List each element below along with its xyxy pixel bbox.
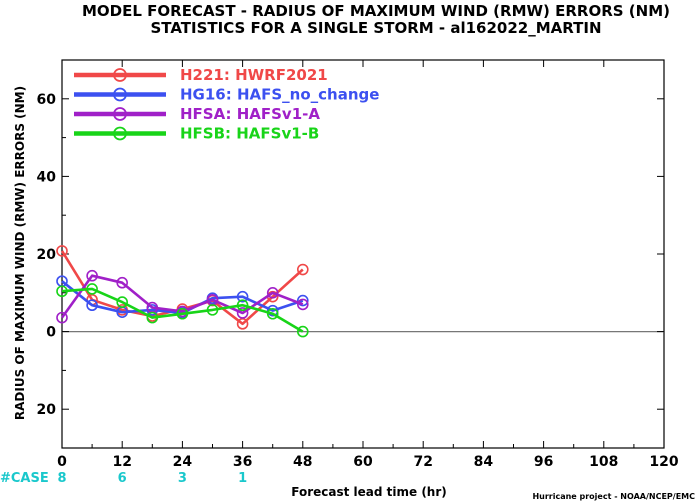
credit-text: Hurricane project - NOAA/NCEP/EMC [532,492,695,501]
y-tick-label: 0 [46,325,56,341]
y-tick-label: 20 [37,402,57,418]
series-line-4 [61,287,304,333]
series-1-marker [236,318,249,330]
y-tick-label: 40 [37,169,57,185]
legend-label-2: HG16: HAFS_no_change [180,86,379,104]
series-3-marker [296,298,309,311]
case-count: 3 [178,471,187,486]
series-1-marker [296,263,309,276]
series-1-marker [56,245,68,257]
x-tick-label: 72 [413,454,432,470]
case-count: 6 [118,471,127,486]
chart-title: MODEL FORECAST - RADIUS OF MAXIMUM WIND … [82,2,670,20]
legend-marker-1 [113,68,127,82]
legend-marker-4 [113,126,127,141]
legend-label-3: HFSA: HAFSv1-A [180,105,320,123]
series-3-marker [56,311,68,324]
case-count: 8 [57,471,66,486]
x-tick-label: 24 [173,454,193,470]
x-tick-label: 48 [293,454,312,470]
series-4-marker [56,285,68,298]
series-3-marker [236,307,249,319]
x-tick-label: 108 [589,454,618,470]
series-2-marker [236,290,249,303]
series-3-marker [266,286,279,299]
series-4-marker [206,304,219,316]
x-tick-label: 60 [353,454,373,470]
series-4-marker [116,296,128,308]
x-tick-label: 96 [534,454,553,470]
series-4-marker [236,299,249,312]
legend-label-4: HFSB: HAFSv1-B [180,125,319,143]
legend-label-1: H221: HWRF2021 [180,66,328,84]
plot-frame [61,59,665,449]
series-line-3 [60,274,304,319]
y-tick-label: 20 [37,247,57,263]
legend-marker-3 [113,107,127,121]
series-4-marker [86,283,98,295]
series-4-marker [266,307,279,320]
x-tick-label: 12 [112,454,131,470]
series-3-marker [86,269,98,282]
y-axis-label: RADIUS OF MAXIMUM WIND (RMW) ERRORS (NM) [13,86,27,420]
chart-subtitle: STATISTICS FOR A SINGLE STORM - al162022… [150,19,601,37]
x-tick-label: 0 [57,454,67,470]
x-tick-label: 120 [649,454,678,470]
y-tick-label: 60 [37,92,57,108]
x-axis-label: Forecast lead time (hr) [291,485,447,499]
case-label: #CASE [0,471,49,486]
legend-marker-2 [113,87,127,102]
series-4-marker [146,311,159,324]
series-4-marker [176,307,189,320]
x-tick-label: 84 [474,454,494,470]
x-tick-label: 36 [233,454,252,470]
series-2-marker [296,294,309,307]
series-2-marker [266,304,279,317]
case-count: 1 [238,471,247,486]
series-3-marker [116,276,128,289]
series-2-marker [86,299,98,312]
series-4-marker [296,325,309,338]
